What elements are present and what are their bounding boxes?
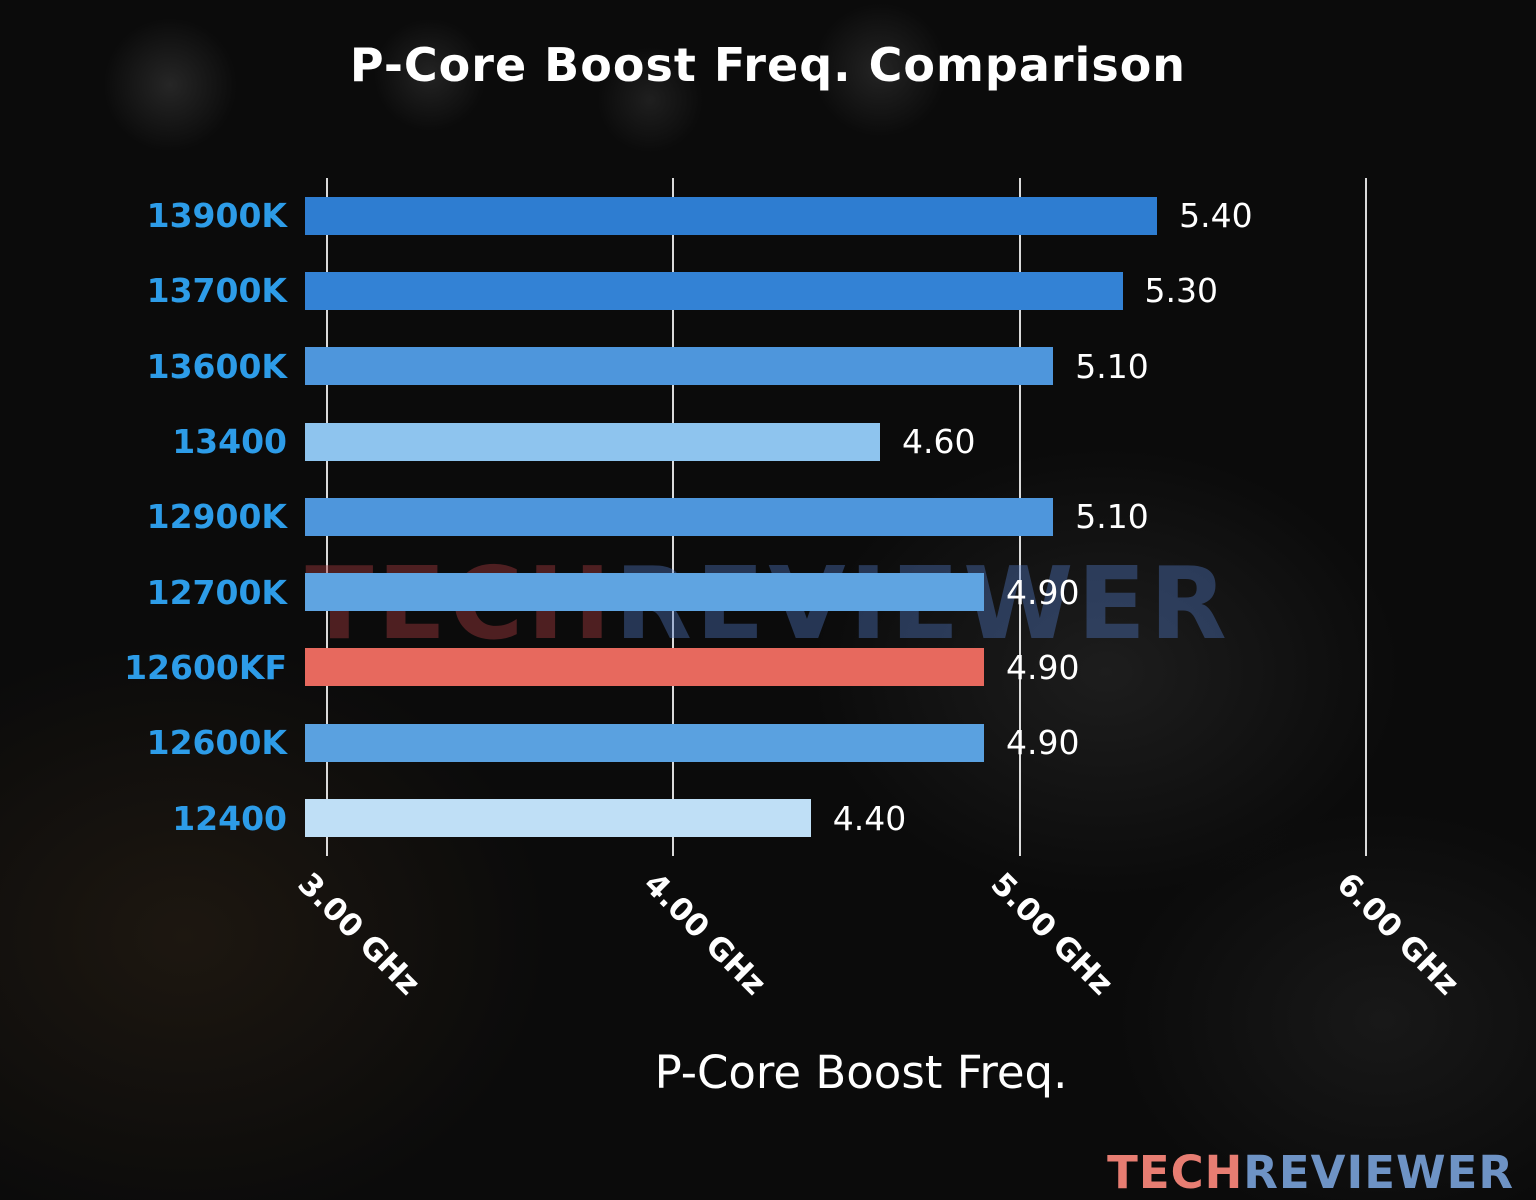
bar-12600KF: [305, 648, 984, 687]
bar-track: 5.10: [305, 346, 1417, 386]
bar-row: 12600KF 4.90: [0, 630, 1536, 705]
bar-13400: [305, 422, 881, 461]
bar-track: 4.40: [305, 798, 1417, 838]
bar-row: 13900K 5.40: [0, 178, 1536, 253]
bar-13900K: [305, 196, 1158, 235]
value-label: 4.90: [1005, 647, 1080, 687]
bar-12400: [305, 799, 811, 838]
x-tick-label: 5.00 GHz: [983, 866, 1120, 1003]
category-label: 13700K: [146, 271, 287, 311]
bar-track: 5.30: [305, 271, 1417, 311]
chart-title: P-Core Boost Freq. Comparison: [349, 38, 1187, 92]
category-label: 12600KF: [124, 647, 287, 687]
category-label: 13900K: [146, 196, 287, 236]
x-axis-label: P-Core Boost Freq.: [654, 1046, 1068, 1099]
gridline: [1365, 178, 1368, 856]
bar-track: 4.90: [305, 647, 1417, 687]
x-ticks: 3.00 GHz 4.00 GHz 5.00 GHz 6.00 GHz: [290, 856, 1466, 1056]
value-label: 4.90: [1005, 723, 1080, 763]
bar-12700K: [305, 573, 984, 612]
bar-13600K: [305, 347, 1054, 386]
brand-footer: TECHREVIEWER: [1107, 1146, 1514, 1199]
bar-13700K: [305, 271, 1123, 310]
bar-track: 4.60: [305, 422, 1417, 462]
bar-row: 12400 4.40: [0, 780, 1536, 855]
bar-track: 4.90: [305, 572, 1417, 612]
category-label: 12600K: [146, 723, 287, 763]
bar-row: 12900K 5.10: [0, 479, 1536, 554]
category-label: 12900K: [146, 497, 287, 537]
value-label: 5.10: [1075, 346, 1149, 386]
bar-chart: 13900K 5.40 13700K 5.30 13600K 5.10 13400 4.60 1…: [0, 178, 1536, 856]
bar-row: 12600K 4.90: [0, 705, 1536, 780]
value-label: 4.60: [902, 422, 976, 462]
bar-track: 5.40: [305, 196, 1417, 236]
value-label: 5.10: [1075, 497, 1149, 537]
bar-track: 4.90: [305, 723, 1417, 763]
brand-reviewer: REVIEWER: [1243, 1146, 1514, 1199]
bar-track: 5.10: [305, 497, 1417, 537]
value-label: 5.30: [1144, 271, 1219, 311]
bar-12900K: [305, 497, 1054, 536]
brand-tech: TECH: [1107, 1146, 1244, 1199]
value-label: 4.40: [832, 798, 907, 838]
value-label: 4.90: [1005, 572, 1080, 612]
category-label: 13600K: [146, 346, 287, 386]
x-tick-label: 4.00 GHz: [636, 866, 774, 1003]
bar-row: 13600K 5.10: [0, 329, 1536, 404]
bar-row: 13400 4.60: [0, 404, 1536, 479]
bar-12600K: [305, 723, 984, 762]
category-label: 13400: [172, 422, 287, 462]
bar-row: 12700K 4.90: [0, 554, 1536, 629]
bar-row: 13700K 5.30: [0, 253, 1536, 328]
x-tick-label: 3.00 GHz: [290, 866, 427, 1003]
category-label: 12400: [172, 798, 287, 838]
category-label: 12700K: [146, 572, 287, 612]
value-label: 5.40: [1179, 196, 1253, 236]
